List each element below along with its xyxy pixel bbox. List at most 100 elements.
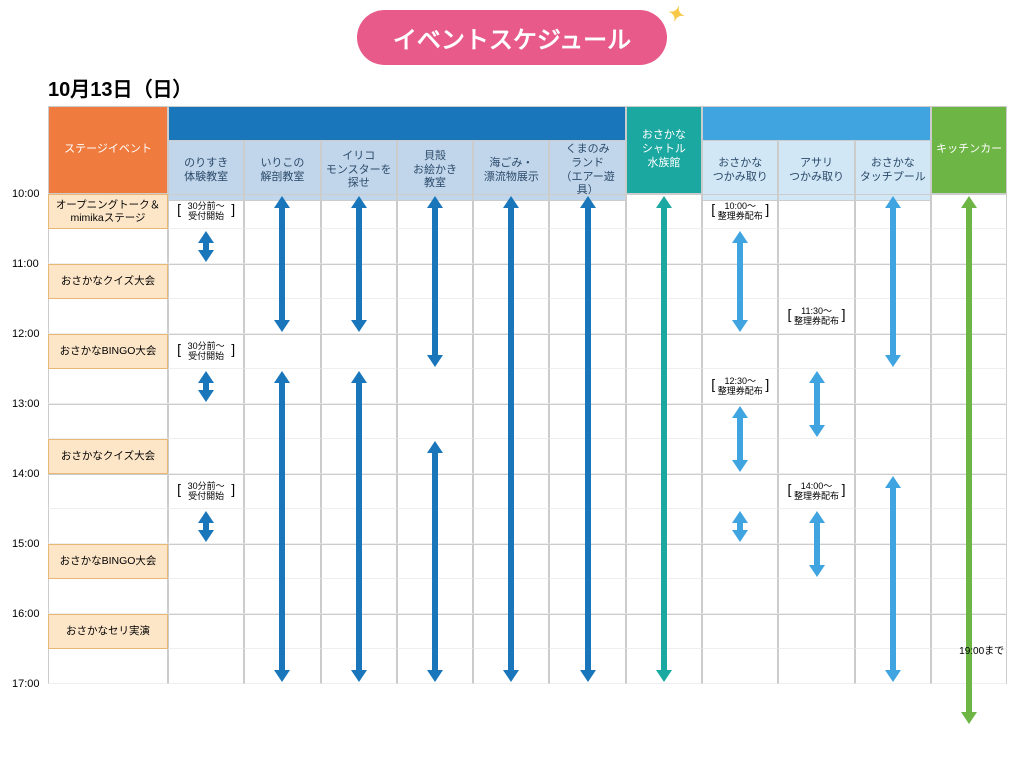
timespan-arrow	[353, 196, 365, 332]
grid-cell	[702, 649, 778, 684]
grid-cell	[855, 404, 931, 439]
timespan-arrow	[505, 196, 517, 682]
grid-cell	[168, 544, 244, 579]
time-label: 13:00	[12, 398, 40, 410]
grid-cell	[168, 439, 244, 474]
header-row-sub: のりすき 体験教室いりこの 解剖教室イリコ モンスターを 探せ貝殻 お絵かき 教…	[48, 140, 1008, 194]
timespan-arrow	[811, 511, 823, 577]
timespan-arrow	[582, 196, 594, 682]
grid-cell	[397, 404, 473, 439]
grid-cell	[702, 614, 778, 649]
grid-cell	[48, 369, 168, 404]
page-title: イベントスケジュール ✦	[357, 10, 667, 65]
header-sub: くまのみ ランド （エアー遊具）	[549, 140, 625, 201]
grid-cell	[778, 194, 854, 229]
grid-cell	[244, 334, 320, 369]
time-row	[48, 404, 1008, 439]
grid-cell	[702, 474, 778, 509]
title-text: イベントスケジュール	[393, 27, 631, 54]
time-row	[48, 369, 1008, 404]
timespan-arrow	[200, 371, 212, 402]
stage-event: おさかなセリ実演	[48, 614, 168, 649]
stage-event: おさかなクイズ大会	[48, 439, 168, 474]
time-row: おさかなクイズ大会	[48, 439, 1008, 474]
schedule-grid: ステージイベントおさかなワークショップ・アトラクションおさかな シャトル 水族館…	[48, 106, 1008, 684]
schedule-body: オープニングトーク＆ mimikaステージおさかなクイズ大会おさかなBINGO大…	[48, 194, 1008, 684]
time-label: 11:00	[12, 258, 39, 270]
ticket-note: 30分前～ 受付開始	[182, 481, 230, 503]
timespan-arrow	[200, 231, 212, 262]
sparkle-icon: ✦	[665, 0, 688, 28]
grid-cell	[702, 334, 778, 369]
header-sub: おさかな タッチプール	[855, 140, 931, 201]
grid-cell	[855, 439, 931, 474]
grid-cell	[168, 299, 244, 334]
timespan-arrow	[276, 371, 288, 682]
time-label: 12:00	[12, 328, 40, 340]
grid-cell	[778, 439, 854, 474]
timespan-arrow	[658, 196, 670, 682]
header-sub: イリコ モンスターを 探せ	[321, 140, 397, 201]
timespan-arrow	[353, 371, 365, 682]
grid-cell	[48, 299, 168, 334]
grid-cell	[778, 614, 854, 649]
header-group: キッチンカー	[931, 106, 1007, 194]
stage-event: おさかなクイズ大会	[48, 264, 168, 299]
grid-cell	[778, 264, 854, 299]
timespan-arrow	[734, 406, 746, 472]
grid-cell	[48, 579, 168, 614]
timespan-arrow	[887, 196, 899, 367]
grid-cell	[48, 474, 168, 509]
grid-cell	[702, 544, 778, 579]
grid-cell	[48, 404, 168, 439]
time-label: 10:00	[12, 188, 40, 200]
header-row-groups: ステージイベントおさかなワークショップ・アトラクションおさかな シャトル 水族館…	[48, 106, 1008, 140]
grid-cell	[778, 334, 854, 369]
time-label: 17:00	[12, 678, 40, 690]
header-group: ステージイベント	[48, 106, 168, 194]
grid-cell	[321, 334, 397, 369]
grid-cell	[855, 369, 931, 404]
grid-cell	[702, 579, 778, 614]
timespan-arrow	[811, 371, 823, 437]
ticket-note: 11:30～ 整理券配布	[793, 306, 841, 328]
grid-cell	[168, 404, 244, 439]
time-row	[48, 299, 1008, 334]
time-row: おさかなセリ実演	[48, 614, 1008, 649]
timespan-arrow	[887, 476, 899, 682]
timespan-arrow	[429, 196, 441, 367]
date-label: 10月13日（日）	[48, 73, 1014, 102]
header-sub: 貝殻 お絵かき 教室	[397, 140, 473, 201]
timespan-arrow	[276, 196, 288, 332]
ticket-note: 30分前～ 受付開始	[182, 341, 230, 363]
header-sub: のりすき 体験教室	[168, 140, 244, 201]
time-label: 14:00	[12, 468, 40, 480]
ticket-note: 30分前～ 受付開始	[182, 201, 230, 223]
end-time-note: 19:00まで	[959, 642, 1004, 657]
stage-event: おさかなBINGO大会	[48, 544, 168, 579]
time-row	[48, 509, 1008, 544]
stage-event: オープニングトーク＆ mimikaステージ	[48, 194, 168, 229]
timespan-arrow	[429, 441, 441, 682]
time-row	[48, 579, 1008, 614]
time-label: 16:00	[12, 608, 40, 620]
header-sub: おさかな つかみ取り	[702, 140, 778, 201]
grid-cell	[48, 229, 168, 264]
header-group: おさかな シャトル 水族館	[626, 106, 702, 194]
time-row	[48, 649, 1008, 684]
timespan-arrow	[200, 511, 212, 542]
time-label: 15:00	[12, 538, 40, 550]
grid-cell	[778, 649, 854, 684]
grid-cell	[48, 509, 168, 544]
grid-cell	[397, 369, 473, 404]
ticket-note: 14:00～ 整理券配布	[793, 481, 841, 503]
ticket-note: 10:00～ 整理券配布	[716, 201, 764, 223]
timespan-arrow	[734, 231, 746, 332]
header-sub: いりこの 解剖教室	[244, 140, 320, 201]
time-row: おさかなBINGO大会	[48, 544, 1008, 579]
grid-cell	[168, 649, 244, 684]
time-row	[48, 229, 1008, 264]
grid-cell	[168, 264, 244, 299]
title-container: イベントスケジュール ✦	[10, 10, 1014, 65]
timespan-arrow	[734, 511, 746, 542]
